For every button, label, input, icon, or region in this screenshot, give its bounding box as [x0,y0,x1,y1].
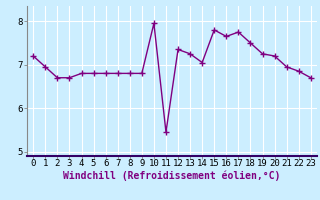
X-axis label: Windchill (Refroidissement éolien,°C): Windchill (Refroidissement éolien,°C) [63,171,281,181]
